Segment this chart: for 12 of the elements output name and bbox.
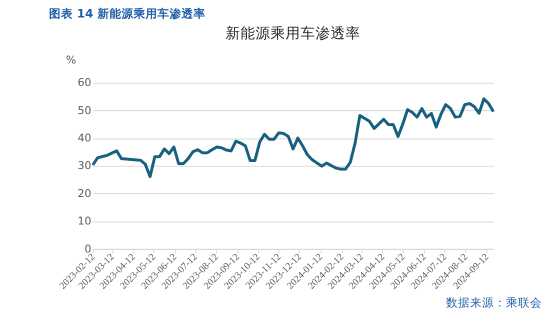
chart-title: 新能源乘用车渗透率: [226, 24, 361, 42]
y-tick-label: 40: [78, 132, 92, 145]
y-tick-label: 30: [78, 159, 92, 172]
y-tick-label: 50: [78, 104, 92, 117]
y-tick-label: 20: [78, 186, 92, 200]
y-tick-label: 0: [84, 242, 92, 256]
y-tick-label: 60: [78, 76, 92, 90]
y-tick-label: 10: [78, 214, 92, 228]
line-series: [91, 97, 495, 178]
y-axis-title: %: [66, 54, 76, 67]
source-note: 数据来源：乘联会: [446, 296, 542, 310]
chart-subtitle: 图表 14 新能源乘用车渗透率: [48, 6, 206, 20]
